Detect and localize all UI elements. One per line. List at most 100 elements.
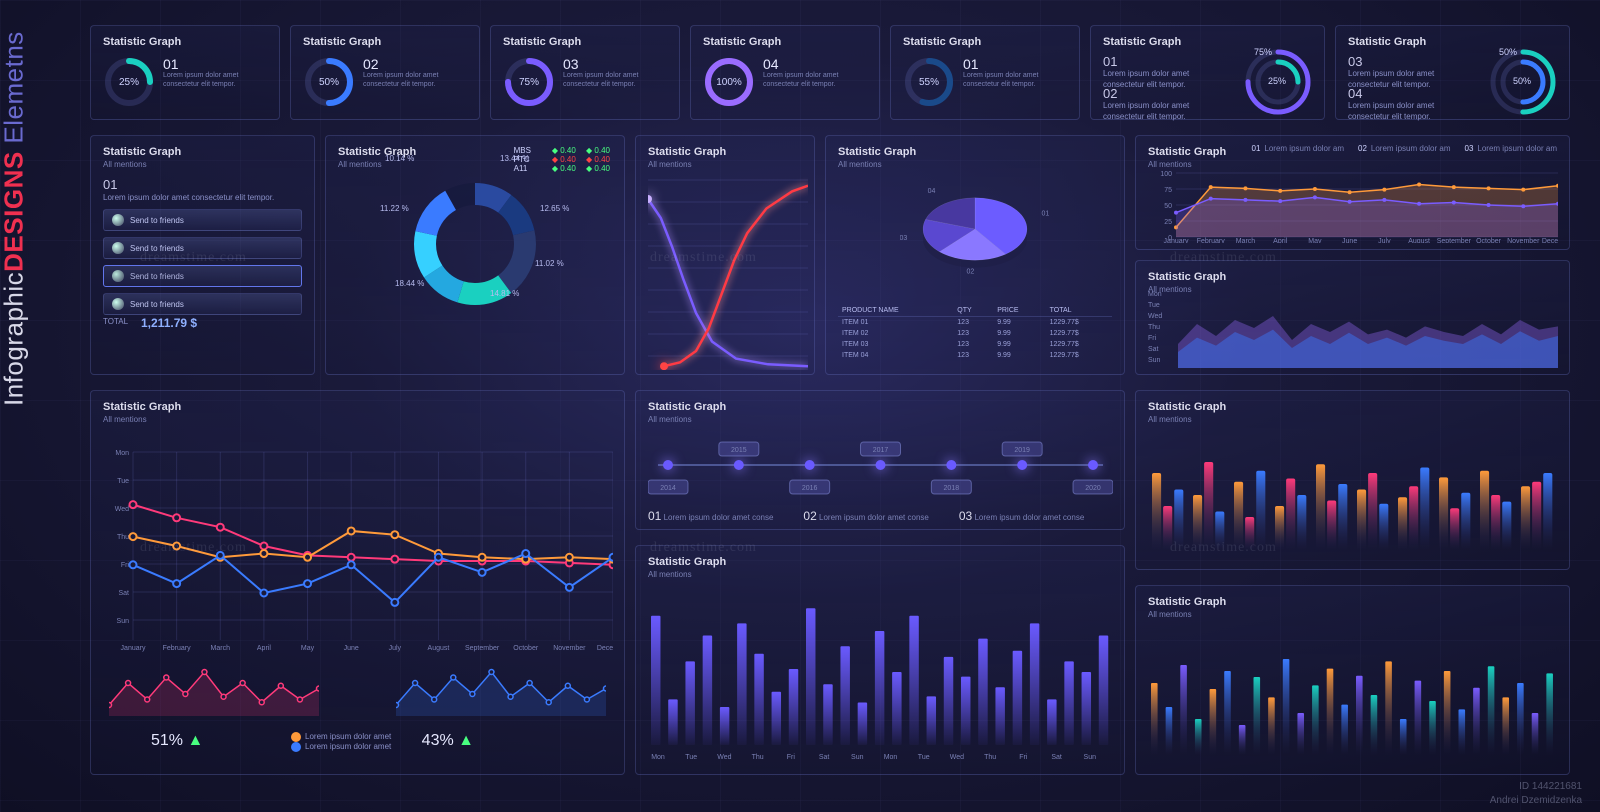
share-button[interactable]: Send to friends <box>103 265 302 287</box>
svg-text:2018: 2018 <box>944 485 960 492</box>
svg-text:September: September <box>465 645 500 652</box>
svg-text:February: February <box>1197 238 1226 243</box>
card-title: Statistic Graph <box>103 36 267 48</box>
sparkline-left <box>109 661 319 716</box>
svg-text:Thu: Thu <box>752 754 764 761</box>
arrow-up-icon: ▲ <box>187 732 203 749</box>
area-days-chart <box>1178 288 1558 368</box>
svg-text:April: April <box>1273 238 1287 243</box>
svg-text:April: April <box>257 645 271 652</box>
share-button[interactable]: Send to friends <box>103 293 302 315</box>
tile-04: Statistic Graph 100% 04 Lorem ipsum dolo… <box>690 25 880 120</box>
svg-text:Wed: Wed <box>115 506 129 513</box>
avatar-icon <box>112 242 124 254</box>
timeline: 2014201520162017201820192020 <box>648 430 1113 500</box>
svg-text:February: February <box>163 645 192 652</box>
svg-text:January: January <box>1164 238 1189 243</box>
bar-chart-grouped <box>1148 430 1558 560</box>
svg-text:November: November <box>1507 238 1540 243</box>
bar-chart-thin <box>1148 625 1558 765</box>
panel-pie: Statistic Graph All mentions 01020304 PR… <box>825 135 1125 375</box>
svg-text:Tue: Tue <box>918 754 930 761</box>
svg-text:2019: 2019 <box>1014 447 1030 454</box>
sparkline-right <box>396 661 606 716</box>
product-table: PRODUCT NAMEQTYPRICETOTALITEM 011239.991… <box>838 305 1112 361</box>
svg-text:Fri: Fri <box>1019 754 1028 761</box>
tile-number: 01 <box>163 56 179 72</box>
svg-text:03: 03 <box>900 235 907 242</box>
curves-chart <box>648 175 808 370</box>
svg-text:March: March <box>1236 238 1256 243</box>
bar-chart-mono: MonTueWedThuFriSatSunMonTueWedThuFriSatS… <box>648 585 1113 765</box>
svg-text:Wed: Wed <box>950 754 964 761</box>
svg-text:Fri: Fri <box>121 562 130 569</box>
tile-05: Statistic Graph 55% 01 Lorem ipsum dolor… <box>890 25 1080 120</box>
svg-text:2020: 2020 <box>1085 485 1101 492</box>
svg-text:December: December <box>597 645 613 652</box>
svg-text:Mon: Mon <box>884 754 898 761</box>
svg-text:May: May <box>301 645 315 652</box>
svg-text:100: 100 <box>1160 171 1172 178</box>
svg-text:2016: 2016 <box>802 485 818 492</box>
svg-text:June: June <box>1342 238 1357 243</box>
dashboard: Statistic Graph 25% 01 Lorem ipsum dolor… <box>90 25 1580 787</box>
svg-text:August: August <box>428 645 450 652</box>
tile-nested-a: Statistic Graph 01 Lorem ipsum dolor ame… <box>1090 25 1325 120</box>
svg-text:Wed: Wed <box>717 754 731 761</box>
tile-nested-b: Statistic Graph 03 Lorem ipsum dolor ame… <box>1335 25 1570 120</box>
svg-text:October: October <box>513 645 539 652</box>
tile-01: Statistic Graph 25% 01 Lorem ipsum dolor… <box>90 25 280 120</box>
brand-label: InfographicDESIGNS Elemetns <box>0 31 30 406</box>
svg-text:2015: 2015 <box>731 447 747 454</box>
panel-buttons: Statistic Graph All mentions 01 Lorem ip… <box>90 135 315 375</box>
svg-text:Thu: Thu <box>984 754 996 761</box>
panel-bars-mono: Statistic Graph All mentions MonTueWedTh… <box>635 545 1125 775</box>
svg-text:October: October <box>1476 238 1502 243</box>
svg-text:July: July <box>389 645 402 652</box>
panel-bars-thin: Statistic Graph All mentions <box>1135 585 1570 775</box>
image-id: ID 144221681 <box>1519 781 1582 792</box>
svg-text:Sun: Sun <box>117 618 130 625</box>
total-label: TOTAL <box>103 317 128 326</box>
svg-text:50: 50 <box>1164 203 1172 210</box>
tile-02: Statistic Graph 50% 02 Lorem ipsum dolor… <box>290 25 480 120</box>
svg-text:Sun: Sun <box>851 754 864 761</box>
svg-text:Fri: Fri <box>787 754 796 761</box>
panel-bars-grad: Statistic Graph All mentions <box>1135 390 1570 570</box>
svg-text:2014: 2014 <box>660 485 676 492</box>
tile-text: Lorem ipsum dolor amet consectetur elit … <box>163 72 271 90</box>
svg-text:August: August <box>1408 238 1430 243</box>
svg-text:04: 04 <box>928 188 936 195</box>
svg-text:Sat: Sat <box>1051 754 1062 761</box>
pie-chart: 01 02 03 04 <box>900 169 1050 299</box>
svg-text:01: 01 <box>1041 210 1049 217</box>
avatar-icon <box>112 214 124 226</box>
progress-ring: 25% <box>103 56 155 108</box>
share-button[interactable]: Send to friends <box>103 237 302 259</box>
svg-text:Sat: Sat <box>118 590 129 597</box>
area-chart: 0255075100JanuaryFebruaryMarchAprilMayJu… <box>1148 165 1558 243</box>
svg-text:July: July <box>1378 238 1391 243</box>
total-value: 1,211.79 $ <box>141 316 197 330</box>
svg-text:Mon: Mon <box>115 450 129 457</box>
svg-text:September: September <box>1437 238 1472 243</box>
share-button[interactable]: Send to friends <box>103 209 302 231</box>
credit: Andrei Dzemidzenka <box>1490 795 1582 806</box>
avatar-icon <box>112 270 124 282</box>
svg-text:Tue: Tue <box>117 478 129 485</box>
svg-text:Mon: Mon <box>651 754 665 761</box>
svg-text:January: January <box>121 645 146 652</box>
panel-area-top: Statistic Graph All mentions 01Lorem ips… <box>1135 135 1570 250</box>
arrow-up-icon: ▲ <box>458 732 474 749</box>
multiline-chart: MonTueWedThuFriSatSunJanuaryFebruaryMarc… <box>103 432 613 652</box>
svg-text:25: 25 <box>1164 219 1172 226</box>
svg-text:Sun: Sun <box>1084 754 1097 761</box>
avatar-icon <box>112 298 124 310</box>
panel-timeline: Statistic Graph All mentions 20142015201… <box>635 390 1125 530</box>
svg-text:02: 02 <box>966 268 974 275</box>
panel-donut: Statistic Graph All mentions MBS ◆ 0.40 … <box>325 135 625 375</box>
svg-text:75: 75 <box>1164 187 1172 194</box>
svg-text:March: March <box>211 645 231 652</box>
panel-curves: Statistic Graph All mentions <box>635 135 815 375</box>
svg-text:November: November <box>553 645 586 652</box>
